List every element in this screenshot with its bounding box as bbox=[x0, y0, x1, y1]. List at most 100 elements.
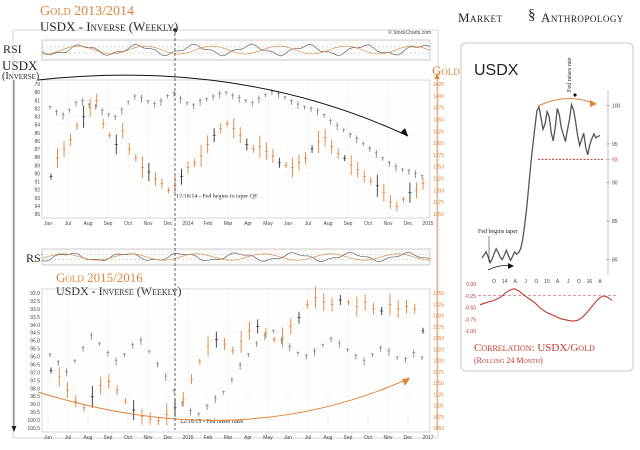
bottom-x-tick: Apr bbox=[244, 435, 252, 441]
bottom-rsi-label: RSI bbox=[26, 251, 45, 265]
bottom-left-tick: 99.5 bbox=[30, 410, 40, 416]
top-trend-arc bbox=[37, 74, 409, 137]
bottom-right-tick: 1075 bbox=[433, 415, 444, 421]
top-right-tick: 1300 bbox=[433, 141, 444, 147]
usdx-line bbox=[481, 102, 601, 265]
usdx-y-tick: 85 bbox=[612, 219, 618, 225]
top-rsi-gold-line bbox=[41, 45, 431, 55]
bottom-rsi-usdx-line bbox=[41, 251, 431, 263]
top-x-tick: Aug bbox=[84, 221, 93, 227]
top-x-tick: Mar bbox=[224, 221, 233, 227]
bottom-left-tick: 92.5 bbox=[30, 299, 40, 305]
usdx-x-tick: O bbox=[534, 279, 538, 285]
top-x-tick: Jul bbox=[305, 221, 311, 227]
bottom-left-tick: 99.0 bbox=[30, 402, 40, 408]
usdx-y-tick: 100 bbox=[612, 103, 621, 109]
top-left-tick: 92 bbox=[34, 188, 40, 194]
left-frame bbox=[12, 29, 439, 439]
top-x-tick: Jun bbox=[284, 221, 292, 227]
usdx-raise-dot bbox=[573, 93, 577, 97]
bottom-right-tick: 1300 bbox=[433, 314, 444, 320]
top-rsi-label: RSI bbox=[3, 42, 22, 56]
top-x-tick: Nov bbox=[384, 221, 393, 227]
top-left-tick: 95 bbox=[34, 212, 40, 218]
top-right-tick: 1350 bbox=[433, 117, 444, 123]
bottom-left-tick: 96.5 bbox=[30, 362, 40, 368]
top-x-tick: Sep bbox=[344, 221, 353, 227]
top-left-tick: 91 bbox=[34, 180, 40, 186]
top-x-tick: Dec bbox=[404, 221, 413, 227]
top-x-tick: 2014 bbox=[182, 221, 193, 227]
bottom-rsi-gold-line bbox=[41, 253, 431, 261]
usdx-panel-title: USDX bbox=[474, 62, 519, 79]
top-x-tick: Jul bbox=[65, 221, 71, 227]
bottom-x-tick: Jun bbox=[284, 435, 292, 441]
top-x-tick: Aug bbox=[324, 221, 333, 227]
bottom-left-tick: 92.0 bbox=[30, 291, 40, 297]
top-x-tick: Oct bbox=[364, 221, 372, 227]
top-right-tick: 1375 bbox=[433, 106, 444, 112]
top-left-tick: 79 bbox=[34, 82, 40, 88]
brand-right: Anthropology bbox=[541, 10, 624, 25]
top-left-tick: 94 bbox=[34, 204, 40, 210]
usdx-x-tick: A bbox=[556, 279, 560, 285]
bottom-left-tick: 100.0 bbox=[27, 418, 40, 424]
top-right-tick: 1175 bbox=[433, 200, 444, 206]
bottom-left-tick: 98.0 bbox=[30, 386, 40, 392]
top-left-tick: 80 bbox=[34, 90, 40, 96]
right-frame bbox=[460, 42, 634, 372]
bottom-x-tick: Sep bbox=[104, 435, 113, 441]
top-x-tick: Apr bbox=[244, 221, 252, 227]
dna-icon: § bbox=[528, 7, 536, 23]
top-left-tick: 85 bbox=[34, 131, 40, 137]
bottom-right-tick: 1125 bbox=[433, 392, 444, 398]
bottom-rsi-box bbox=[41, 248, 431, 266]
fed-dashed-line-cap bbox=[173, 28, 177, 32]
top-left-axis-subtitle: (Inverse) bbox=[2, 71, 40, 82]
usdx-x-tick: 15 bbox=[544, 279, 550, 285]
bottom-x-tick: Jun bbox=[44, 435, 52, 441]
top-left-tick: 84 bbox=[34, 123, 40, 129]
usdx-x-tick: O bbox=[492, 279, 496, 285]
bottom-x-tick: Dec bbox=[164, 435, 173, 441]
top-right-axis-title: Gold bbox=[432, 63, 460, 78]
usdx-y-tick: 95 bbox=[612, 142, 618, 148]
corr-line bbox=[479, 288, 613, 322]
top-left-tick: 81 bbox=[34, 98, 40, 104]
bottom-left-tick: 100.5 bbox=[27, 426, 40, 432]
usdx-y-tick: 80 bbox=[612, 258, 618, 264]
top-rsi-usdx-line bbox=[41, 43, 431, 57]
top-x-tick: Oct bbox=[124, 221, 132, 227]
bottom-x-tick: Aug bbox=[84, 435, 93, 441]
top-left-tick: 90 bbox=[34, 171, 40, 177]
bottom-right-tick: 1175 bbox=[433, 370, 444, 376]
top-left-tick: 89 bbox=[34, 163, 40, 169]
bottom-left-tick: 94.5 bbox=[30, 331, 40, 337]
top-x-tick: Feb bbox=[204, 221, 213, 227]
corr-title: Correlation: USDX/Gold bbox=[474, 342, 595, 354]
corr-y-tick: 0.00 bbox=[466, 282, 476, 288]
top-right-tick: 1225 bbox=[433, 177, 444, 183]
taper-annotation: Fed begins taper bbox=[478, 229, 518, 235]
top-left-tick: 86 bbox=[34, 139, 40, 145]
top-left-tick: 88 bbox=[34, 155, 40, 161]
bottom-left-tick: 97.5 bbox=[30, 378, 40, 384]
bottom-right-tick: 1275 bbox=[433, 325, 444, 331]
top-right-tick: 1200 bbox=[433, 188, 444, 194]
bottom-title-gold: Gold 2015/2016 bbox=[56, 270, 143, 285]
top-x-tick: May bbox=[263, 221, 273, 227]
bottom-right-tick: 1325 bbox=[433, 302, 444, 308]
bottom-right-tick: 1150 bbox=[433, 381, 444, 387]
bottom-x-tick: Sep bbox=[344, 435, 353, 441]
corr-y-tick: -0.75 bbox=[465, 317, 477, 323]
top-left-tick: 82 bbox=[34, 106, 40, 112]
bottom-annotation: 12/16/15 - Fed raises rates bbox=[180, 419, 244, 425]
usdx-y-tick: 90 bbox=[612, 181, 618, 187]
usdx-x-tick: 14 bbox=[502, 279, 508, 285]
top-x-tick: Dec bbox=[164, 221, 173, 227]
bottom-plot-area bbox=[41, 288, 431, 433]
usdx-x-tick: A bbox=[514, 279, 518, 285]
bottom-right-tick: 1250 bbox=[433, 336, 444, 342]
usdx-x-tick: O bbox=[577, 279, 581, 285]
